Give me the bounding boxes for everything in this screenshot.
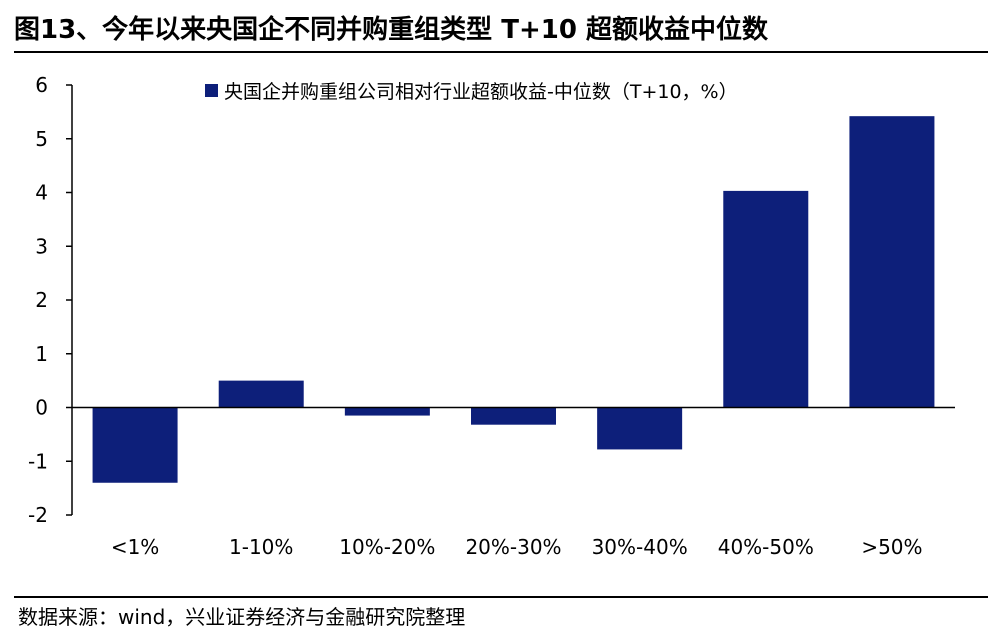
x-axis: <1% 1-10% 10%-20% 20%-30% 30%-40% 40%-50% >50% [72, 406, 955, 559]
y-tick-label: -1 [28, 449, 48, 473]
legend-swatch [205, 84, 218, 97]
y-tick-label: -2 [28, 503, 48, 527]
bars [92, 116, 935, 483]
bar [723, 190, 809, 408]
y-tick-label: 0 [35, 396, 48, 420]
source-rule [14, 596, 988, 598]
x-tick-label: >50% [861, 535, 922, 559]
y-tick-label: 4 [35, 181, 48, 205]
bar [471, 407, 556, 425]
bar [849, 116, 935, 408]
x-tick-label: 20%-30% [465, 535, 561, 559]
x-tick-label: 10%-20% [339, 535, 435, 559]
x-tick-label: <1% [111, 535, 160, 559]
y-tick-label: 6 [35, 73, 48, 97]
legend-label: 央国企并购重组公司相对行业超额收益-中位数（T+10，%） [224, 81, 738, 103]
title-rule [14, 51, 988, 53]
figure-title: 图13、今年以来央国企不同并购重组类型 T+10 超额收益中位数 [14, 15, 768, 45]
y-tick-label: 3 [35, 234, 48, 258]
legend: 央国企并购重组公司相对行业超额收益-中位数（T+10，%） [205, 81, 738, 103]
source-note: 数据来源：wind，兴业证券经济与金融研究院整理 [18, 605, 466, 629]
y-tick-label: 1 [35, 342, 48, 366]
y-axis: -2 -1 0 1 2 3 4 5 6 [28, 73, 73, 527]
bar [218, 380, 304, 408]
x-tick-label: 1-10% [229, 535, 293, 559]
x-tick-label: 40%-50% [718, 535, 814, 559]
x-tick-label: 30%-40% [592, 535, 688, 559]
y-tick-label: 2 [35, 288, 48, 312]
bar [597, 407, 683, 450]
bar [344, 407, 430, 416]
bar [92, 407, 178, 483]
y-tick-label: 5 [35, 127, 48, 151]
